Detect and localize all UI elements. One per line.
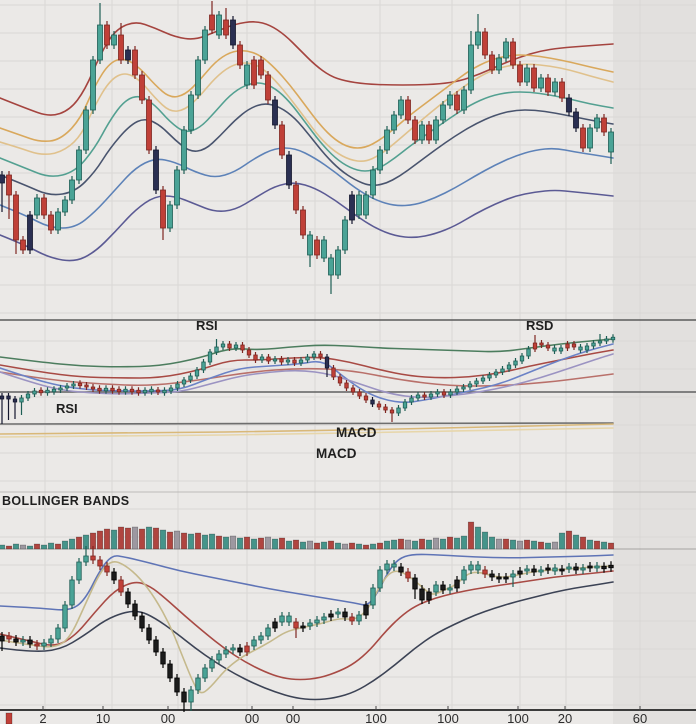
bb-upper-blue bbox=[0, 553, 614, 611]
ma-purple bbox=[0, 182, 614, 262]
label-rsd: RSD bbox=[526, 318, 554, 333]
ma-blue bbox=[0, 147, 614, 229]
ind-red-1 bbox=[0, 349, 614, 379]
ma-teal bbox=[0, 82, 614, 177]
ma-gold-1 bbox=[0, 49, 614, 149]
bb-lower-dark bbox=[0, 581, 614, 701]
label-rsi-top: RSI bbox=[196, 318, 218, 333]
bb-mid-red bbox=[0, 570, 614, 681]
macd-tan-2 bbox=[0, 427, 614, 438]
ma-slate bbox=[0, 103, 614, 196]
ind-green bbox=[0, 338, 614, 368]
label-bollinger-bands: BOLLINGER BANDS bbox=[2, 494, 130, 508]
label-macd-2: MACD bbox=[316, 446, 357, 461]
label-macd-1: MACD bbox=[336, 425, 377, 440]
ind-lavender bbox=[0, 353, 614, 399]
ind-red-2 bbox=[0, 367, 614, 387]
label-rsi-left: RSI bbox=[56, 401, 78, 416]
macd-divider bbox=[0, 422, 614, 425]
ma-gold-2 bbox=[0, 62, 614, 163]
macd-tan-1 bbox=[0, 423, 614, 435]
